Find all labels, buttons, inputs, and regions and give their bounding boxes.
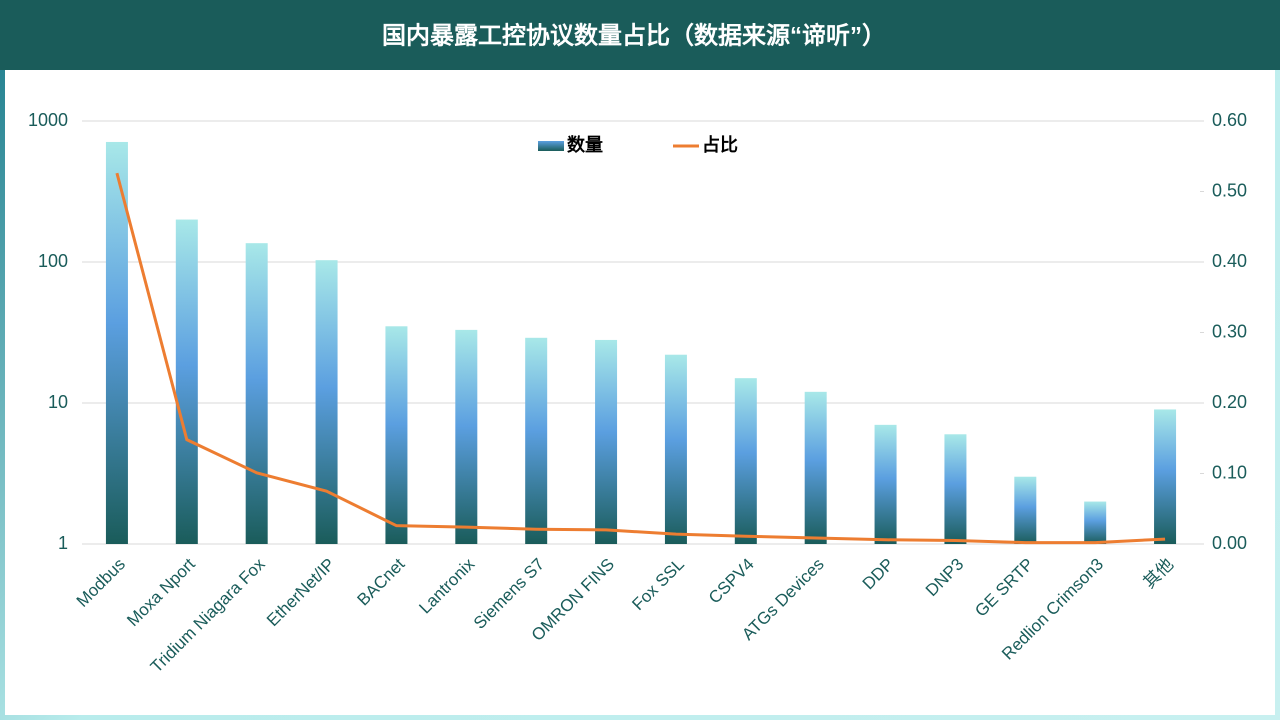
line — [115, 172, 1166, 545]
bar — [595, 339, 618, 544]
y2-tick-label: 0.50 — [1212, 180, 1247, 200]
y2-tick-label: 0.60 — [1212, 110, 1247, 130]
bar — [175, 219, 198, 545]
bar — [315, 260, 338, 544]
chart-title: 国内暴露工控协议数量占比（数据来源“谛听”） — [382, 21, 886, 49]
y2-tick-label: 0.40 — [1212, 251, 1247, 271]
plot-background — [5, 60, 1275, 715]
y-tick-label: 1000 — [28, 110, 68, 130]
bar — [105, 141, 128, 544]
y-tick-label: 100 — [38, 251, 68, 271]
bar — [874, 424, 897, 544]
bar — [1084, 501, 1107, 544]
y2-tick-label: 0.20 — [1212, 392, 1247, 412]
bar — [944, 434, 967, 544]
bar — [455, 329, 478, 544]
legend-swatch — [538, 141, 564, 151]
bar — [804, 391, 827, 544]
bar — [245, 243, 268, 544]
y-tick-label: 10 — [48, 392, 68, 412]
bar — [1154, 409, 1177, 544]
bar — [734, 378, 757, 544]
legend-label: 占比 — [702, 134, 738, 155]
y2-tick-label: 0.30 — [1212, 321, 1247, 341]
bar — [1014, 476, 1037, 544]
bar — [664, 354, 687, 544]
y2-tick-label: 0.10 — [1212, 462, 1247, 482]
y2-tick-label: 0.00 — [1212, 533, 1247, 553]
header-band — [0, 0, 1280, 70]
y-tick-label: 1 — [58, 533, 68, 553]
legend-label: 数量 — [567, 134, 603, 155]
bar — [385, 326, 408, 544]
bar — [525, 337, 548, 544]
